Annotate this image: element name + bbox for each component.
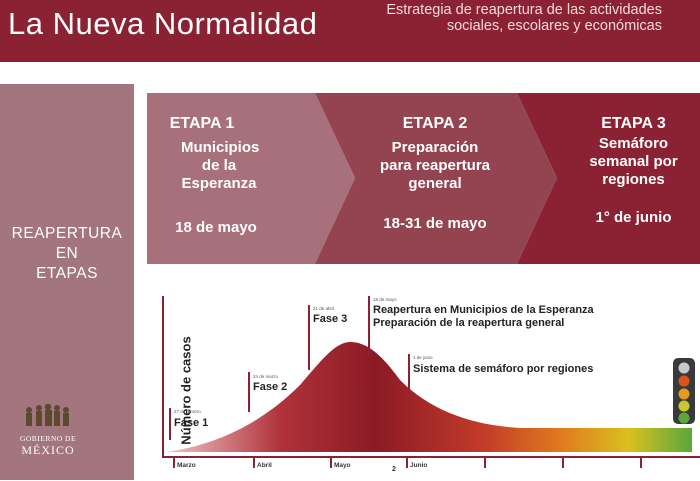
stage-2-name-line3: general bbox=[408, 175, 462, 192]
x-tick-label-junio: Junio bbox=[410, 462, 428, 469]
stage-2-title: ETAPA 2 bbox=[402, 115, 468, 132]
gobierno-logo: GOBIERNO DE MÉXICO bbox=[14, 402, 82, 464]
stage-3-name-line1: Semáforo bbox=[598, 135, 669, 152]
semaforo-label: Sistema de semáforo por regiones bbox=[413, 363, 594, 375]
stage-2-date: 18-31 de mayo bbox=[383, 215, 487, 232]
stage-1-name-line2: de la bbox=[201, 157, 237, 174]
stage-3-name: Semáforo semanal por regiones bbox=[567, 135, 700, 189]
traffic-light-off bbox=[678, 362, 690, 374]
phase-3-date: 21 de abril bbox=[313, 306, 335, 311]
stage-3-name-line2: semanal por bbox=[589, 153, 678, 170]
stage-1-name-line3: Esperanza bbox=[181, 175, 257, 192]
traffic-light-orange bbox=[678, 388, 690, 400]
sidebar-label-line1: REAPERTURA bbox=[11, 225, 123, 242]
x-tick-label-abril: Abril bbox=[257, 462, 272, 469]
logo-line2: MÉXICO bbox=[21, 443, 75, 457]
phase-2-date: 24 de marzo bbox=[253, 374, 279, 379]
stage-2-name-line2: para reapertura bbox=[379, 157, 491, 174]
stage-1-title: ETAPA 1 bbox=[169, 115, 235, 132]
reapertura-date: 18 de mayo bbox=[373, 297, 397, 302]
phase-1-label: Fase 1 bbox=[174, 417, 209, 429]
semaforo-date: 1 de junio bbox=[413, 355, 433, 360]
sidebar-label: REAPERTURA EN ETAPAS bbox=[0, 224, 134, 284]
sidebar-label-line3: ETAPAS bbox=[36, 265, 98, 282]
stages-arrows bbox=[147, 93, 700, 264]
traffic-light-green bbox=[678, 412, 690, 424]
stage-3-text: ETAPA 3 Semáforo semanal por regiones 1°… bbox=[567, 115, 700, 226]
stage-3-arrow bbox=[517, 93, 700, 264]
phase-1-date: 27 de febrero bbox=[174, 409, 201, 414]
traffic-light-red bbox=[678, 375, 690, 387]
epidemic-curve-area bbox=[165, 342, 692, 452]
page-subtitle: Estrategia de reapertura de las activida… bbox=[386, 2, 662, 34]
x-extra-tick-label: 2 bbox=[392, 466, 396, 473]
stage-3-title: ETAPA 3 bbox=[601, 115, 666, 132]
traffic-light-yellow bbox=[678, 400, 690, 412]
stage-2-name: Preparación para reapertura general bbox=[365, 139, 505, 193]
stage-1-date: 18 de mayo bbox=[175, 219, 257, 236]
page-title: La Nueva Normalidad bbox=[8, 6, 318, 41]
stage-1-text: ETAPA 1 Municipios de la Esperanza 18 de… bbox=[147, 115, 260, 236]
x-tick-label-marzo: Marzo bbox=[177, 462, 196, 469]
stage-2-arrow bbox=[315, 93, 557, 264]
stage-3-name-line3: regiones bbox=[602, 171, 665, 188]
phase-3-label: Fase 3 bbox=[313, 313, 348, 325]
stage-1-name-line1: Municipios bbox=[181, 139, 260, 156]
stage-1-name: Municipios de la Esperanza bbox=[181, 139, 260, 193]
stages-diagram: ETAPA 1 Municipios de la Esperanza 18 de… bbox=[147, 93, 700, 264]
stage-2-name-line1: Preparación bbox=[391, 139, 479, 156]
reapertura-label: Reapertura en Municipios de la Esperanza bbox=[373, 304, 594, 316]
y-axis-label: Número de casos bbox=[178, 336, 194, 445]
logo-line1: GOBIERNO DE bbox=[19, 434, 77, 443]
heroes-emblem-icon bbox=[26, 403, 69, 426]
stage-2-text: ETAPA 2 Preparación para reapertura gene… bbox=[365, 115, 505, 232]
preparacion-label: Preparación de la reapertura general bbox=[373, 317, 565, 329]
stage-1-arrow bbox=[147, 93, 355, 264]
header-banner: La Nueva Normalidad Estrategia de reaper… bbox=[0, 0, 700, 62]
sidebar-label-line2: EN bbox=[55, 245, 79, 262]
phase-2-label: Fase 2 bbox=[253, 381, 288, 393]
x-tick-label-mayo: Mayo bbox=[334, 462, 351, 469]
stage-3-date: 1° de junio bbox=[595, 209, 672, 226]
